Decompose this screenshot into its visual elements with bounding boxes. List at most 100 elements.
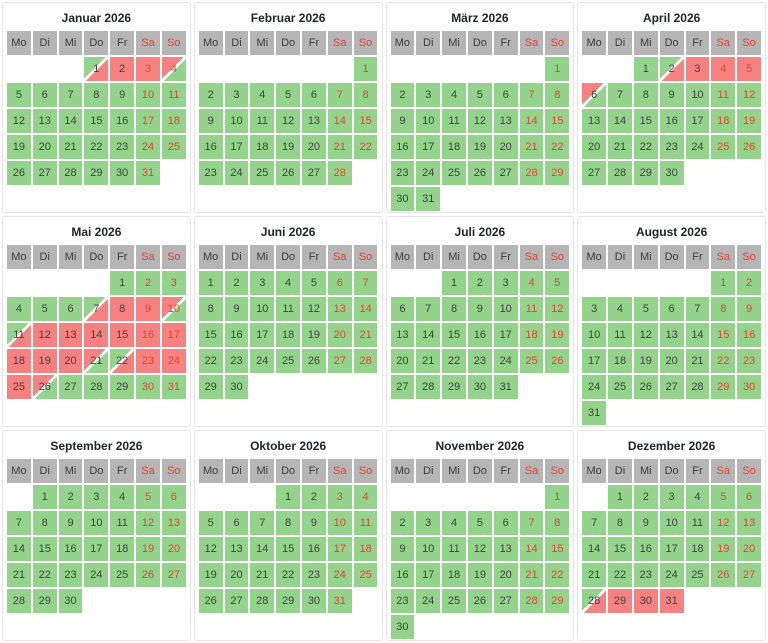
day-cell[interactable]: 18 [711,109,736,133]
day-cell[interactable]: 9 [136,297,160,321]
day-cell[interactable]: 5 [7,83,31,107]
day-cell[interactable]: 16 [224,323,249,347]
day-cell[interactable]: 27 [302,161,326,185]
day-cell[interactable]: 9 [659,83,684,107]
day-cell[interactable]: 23 [58,563,83,587]
day-cell[interactable]: 16 [737,323,761,347]
day-cell[interactable]: 30 [224,375,249,399]
day-cell[interactable]: 16 [659,109,684,133]
day-cell[interactable]: 17 [327,537,352,561]
day-cell[interactable]: 26 [467,161,492,185]
day-cell[interactable]: 14 [582,537,607,561]
day-cell[interactable]: 25 [608,375,632,399]
day-cell[interactable]: 16 [198,135,223,159]
day-cell[interactable]: 5 [302,271,326,295]
day-cell[interactable]: 14 [250,537,275,561]
day-cell[interactable]: 12 [198,537,223,561]
day-cell[interactable]: 3 [416,511,441,535]
day-cell[interactable]: 4 [442,511,466,535]
day-cell[interactable]: 14 [519,109,544,133]
day-cell[interactable]: 4 [685,485,710,509]
day-cell[interactable]: 9 [302,511,326,535]
day-cell[interactable]: 1 [32,485,57,509]
day-cell[interactable]: 25 [353,563,378,587]
day-cell[interactable]: 17 [224,135,249,159]
day-cell[interactable]: 21 [7,563,31,587]
day-cell[interactable]: 23 [659,135,684,159]
day-cell[interactable]: 13 [58,323,83,347]
day-cell[interactable]: 5 [32,297,57,321]
day-cell[interactable]: 6 [327,271,352,295]
day-cell[interactable]: 10 [493,297,518,321]
day-cell[interactable]: 26 [302,349,326,373]
day-cell[interactable]: 21 [84,349,109,373]
day-cell[interactable]: 13 [659,323,684,347]
day-cell[interactable]: 18 [442,563,466,587]
day-cell[interactable]: 11 [519,297,544,321]
day-cell[interactable]: 21 [582,563,607,587]
day-cell[interactable]: 2 [110,57,135,81]
day-cell[interactable]: 7 [7,511,31,535]
day-cell[interactable]: 19 [302,323,326,347]
day-cell[interactable]: 30 [633,589,658,613]
day-cell[interactable]: 25 [161,135,186,159]
day-cell[interactable]: 20 [32,135,57,159]
day-cell[interactable]: 29 [442,375,466,399]
day-cell[interactable]: 19 [32,349,57,373]
day-cell[interactable]: 1 [276,485,301,509]
day-cell[interactable]: 28 [685,375,710,399]
day-cell[interactable]: 28 [250,589,275,613]
day-cell[interactable]: 29 [198,375,223,399]
day-cell[interactable]: 17 [685,109,710,133]
day-cell[interactable]: 3 [582,297,607,321]
day-cell[interactable]: 25 [250,161,275,185]
day-cell[interactable]: 18 [442,135,466,159]
day-cell[interactable]: 28 [608,161,632,185]
day-cell[interactable]: 23 [467,349,492,373]
day-cell[interactable]: 10 [84,511,109,535]
day-cell[interactable]: 25 [711,135,736,159]
day-cell[interactable]: 16 [390,563,415,587]
day-cell[interactable]: 2 [737,271,761,295]
day-cell[interactable]: 18 [519,323,544,347]
day-cell[interactable]: 22 [442,349,466,373]
day-cell[interactable]: 7 [250,511,275,535]
day-cell[interactable]: 10 [327,511,352,535]
day-cell[interactable]: 16 [58,537,83,561]
day-cell[interactable]: 17 [136,109,160,133]
day-cell[interactable]: 13 [327,297,352,321]
day-cell[interactable]: 28 [58,161,83,185]
day-cell[interactable]: 7 [416,297,441,321]
day-cell[interactable]: 15 [545,109,570,133]
day-cell[interactable]: 6 [493,511,518,535]
day-cell[interactable]: 17 [161,323,186,347]
day-cell[interactable]: 20 [390,349,415,373]
day-cell[interactable]: 15 [198,323,223,347]
day-cell[interactable]: 17 [493,323,518,347]
day-cell[interactable]: 12 [737,83,761,107]
day-cell[interactable]: 28 [353,349,378,373]
day-cell[interactable]: 19 [467,135,492,159]
day-cell[interactable]: 2 [390,511,415,535]
day-cell[interactable]: 17 [84,537,109,561]
day-cell[interactable]: 24 [250,349,275,373]
day-cell[interactable]: 29 [545,589,570,613]
day-cell[interactable]: 20 [659,349,684,373]
day-cell[interactable]: 23 [390,589,415,613]
day-cell[interactable]: 24 [582,375,607,399]
day-cell[interactable]: 10 [224,109,249,133]
day-cell[interactable]: 30 [302,589,326,613]
day-cell[interactable]: 4 [353,485,378,509]
day-cell[interactable]: 11 [161,83,186,107]
day-cell[interactable]: 26 [198,589,223,613]
day-cell[interactable]: 31 [161,375,186,399]
day-cell[interactable]: 29 [110,375,135,399]
day-cell[interactable]: 31 [659,589,684,613]
day-cell[interactable]: 30 [390,187,415,211]
day-cell[interactable]: 19 [711,537,736,561]
day-cell[interactable]: 24 [416,161,441,185]
day-cell[interactable]: 14 [327,109,352,133]
day-cell[interactable]: 19 [7,135,31,159]
day-cell[interactable]: 8 [633,83,658,107]
day-cell[interactable]: 24 [659,563,684,587]
